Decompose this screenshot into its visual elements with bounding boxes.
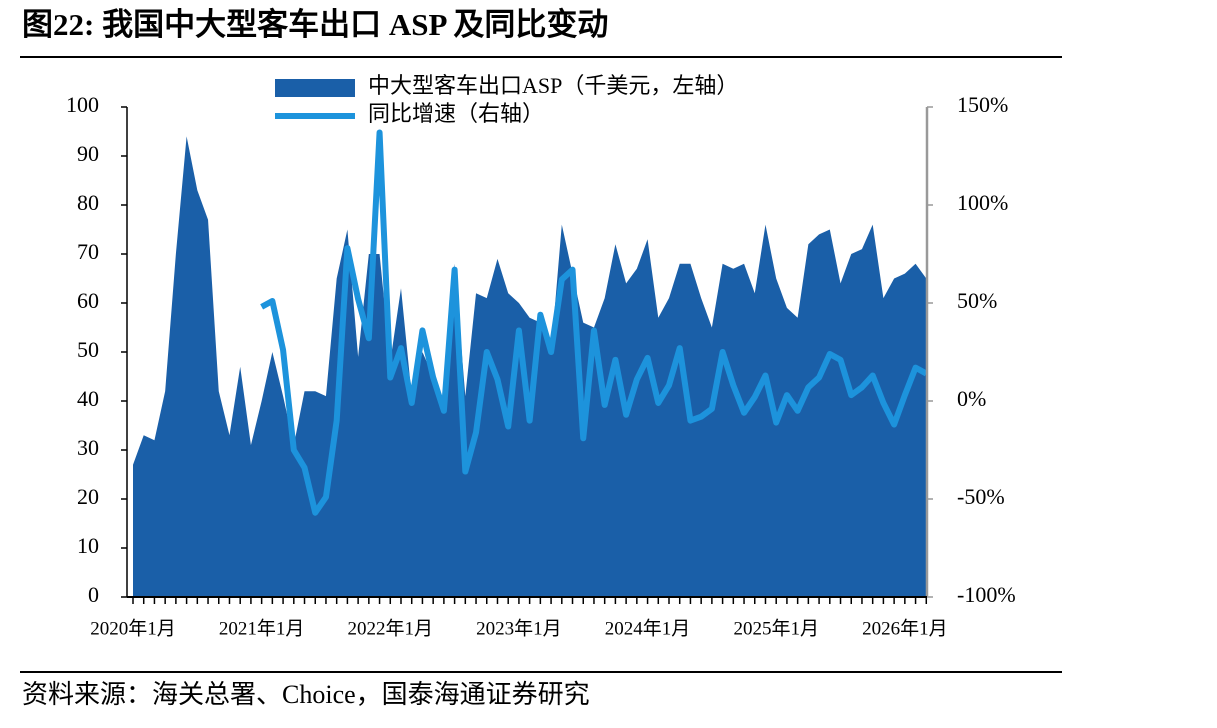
legend-label: 同比增速（右轴）	[368, 101, 544, 126]
area	[133, 136, 927, 597]
x-tick-label: 2024年1月	[605, 617, 691, 639]
legend-swatch	[275, 79, 355, 97]
y2-tick-label: 50%	[957, 288, 997, 313]
y-tick-label: 60	[77, 288, 99, 313]
source: 资料来源：海关总署、Choice，国泰海通证券研究	[22, 680, 590, 709]
x-tick-label: 2020年1月	[90, 617, 176, 639]
chart-title: 图22: 我国中大型客车出口 ASP 及同比变动	[22, 7, 608, 42]
y-tick-label: 90	[77, 141, 99, 166]
x-tick-label: 2025年1月	[733, 617, 819, 639]
y2-tick-label: -50%	[957, 484, 1005, 509]
y-tick-label: 40	[77, 386, 99, 411]
line	[260, 129, 928, 516]
legend-label: 中大型客车出口ASP（千美元，左轴）	[368, 73, 738, 98]
y2-tick-label: 0%	[957, 386, 986, 411]
y2-tick-label: -100%	[957, 582, 1016, 607]
y2-tick-label: 100%	[957, 190, 1008, 215]
x-tick-label: 2021年1月	[219, 617, 305, 639]
x-tick-label: 2023年1月	[476, 617, 562, 639]
y-tick-label: 0	[88, 582, 99, 607]
y-tick-label: 50	[77, 337, 99, 362]
y-tick-label: 20	[77, 484, 99, 509]
x-tick-label: 2026年1月	[862, 617, 948, 639]
y-tick-label: 30	[77, 435, 99, 460]
y-tick-label: 10	[77, 533, 99, 558]
y-tick-label: 80	[77, 190, 99, 215]
x-tick-label: 2022年1月	[348, 617, 434, 639]
y2-tick-label: 150%	[957, 92, 1008, 117]
y-tick-label: 100	[66, 92, 99, 117]
y-tick-label: 70	[77, 239, 99, 264]
